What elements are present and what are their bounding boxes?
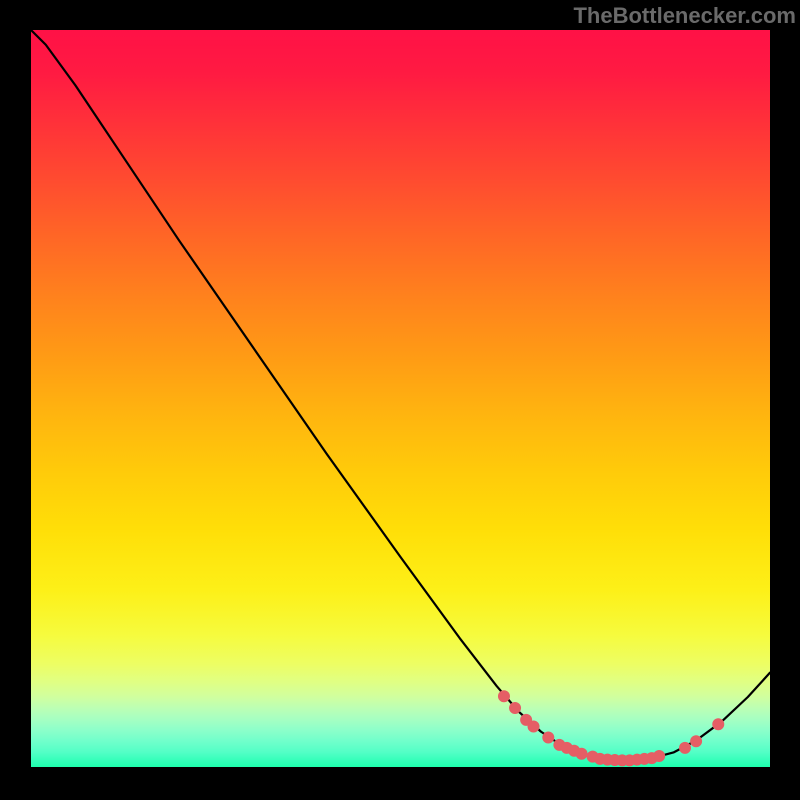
scatter-point bbox=[543, 732, 554, 743]
watermark-text: TheBottlenecker.com bbox=[573, 3, 796, 29]
scatter-point bbox=[498, 691, 509, 702]
scatter-point bbox=[654, 750, 665, 761]
scatter-point bbox=[576, 748, 587, 759]
scatter-point bbox=[680, 742, 691, 753]
chart-svg bbox=[0, 0, 800, 800]
scatter-point bbox=[528, 721, 539, 732]
plot-background bbox=[31, 30, 770, 767]
scatter-point bbox=[713, 719, 724, 730]
scatter-point bbox=[510, 703, 521, 714]
chart-container: TheBottlenecker.com bbox=[0, 0, 800, 800]
scatter-point bbox=[691, 736, 702, 747]
